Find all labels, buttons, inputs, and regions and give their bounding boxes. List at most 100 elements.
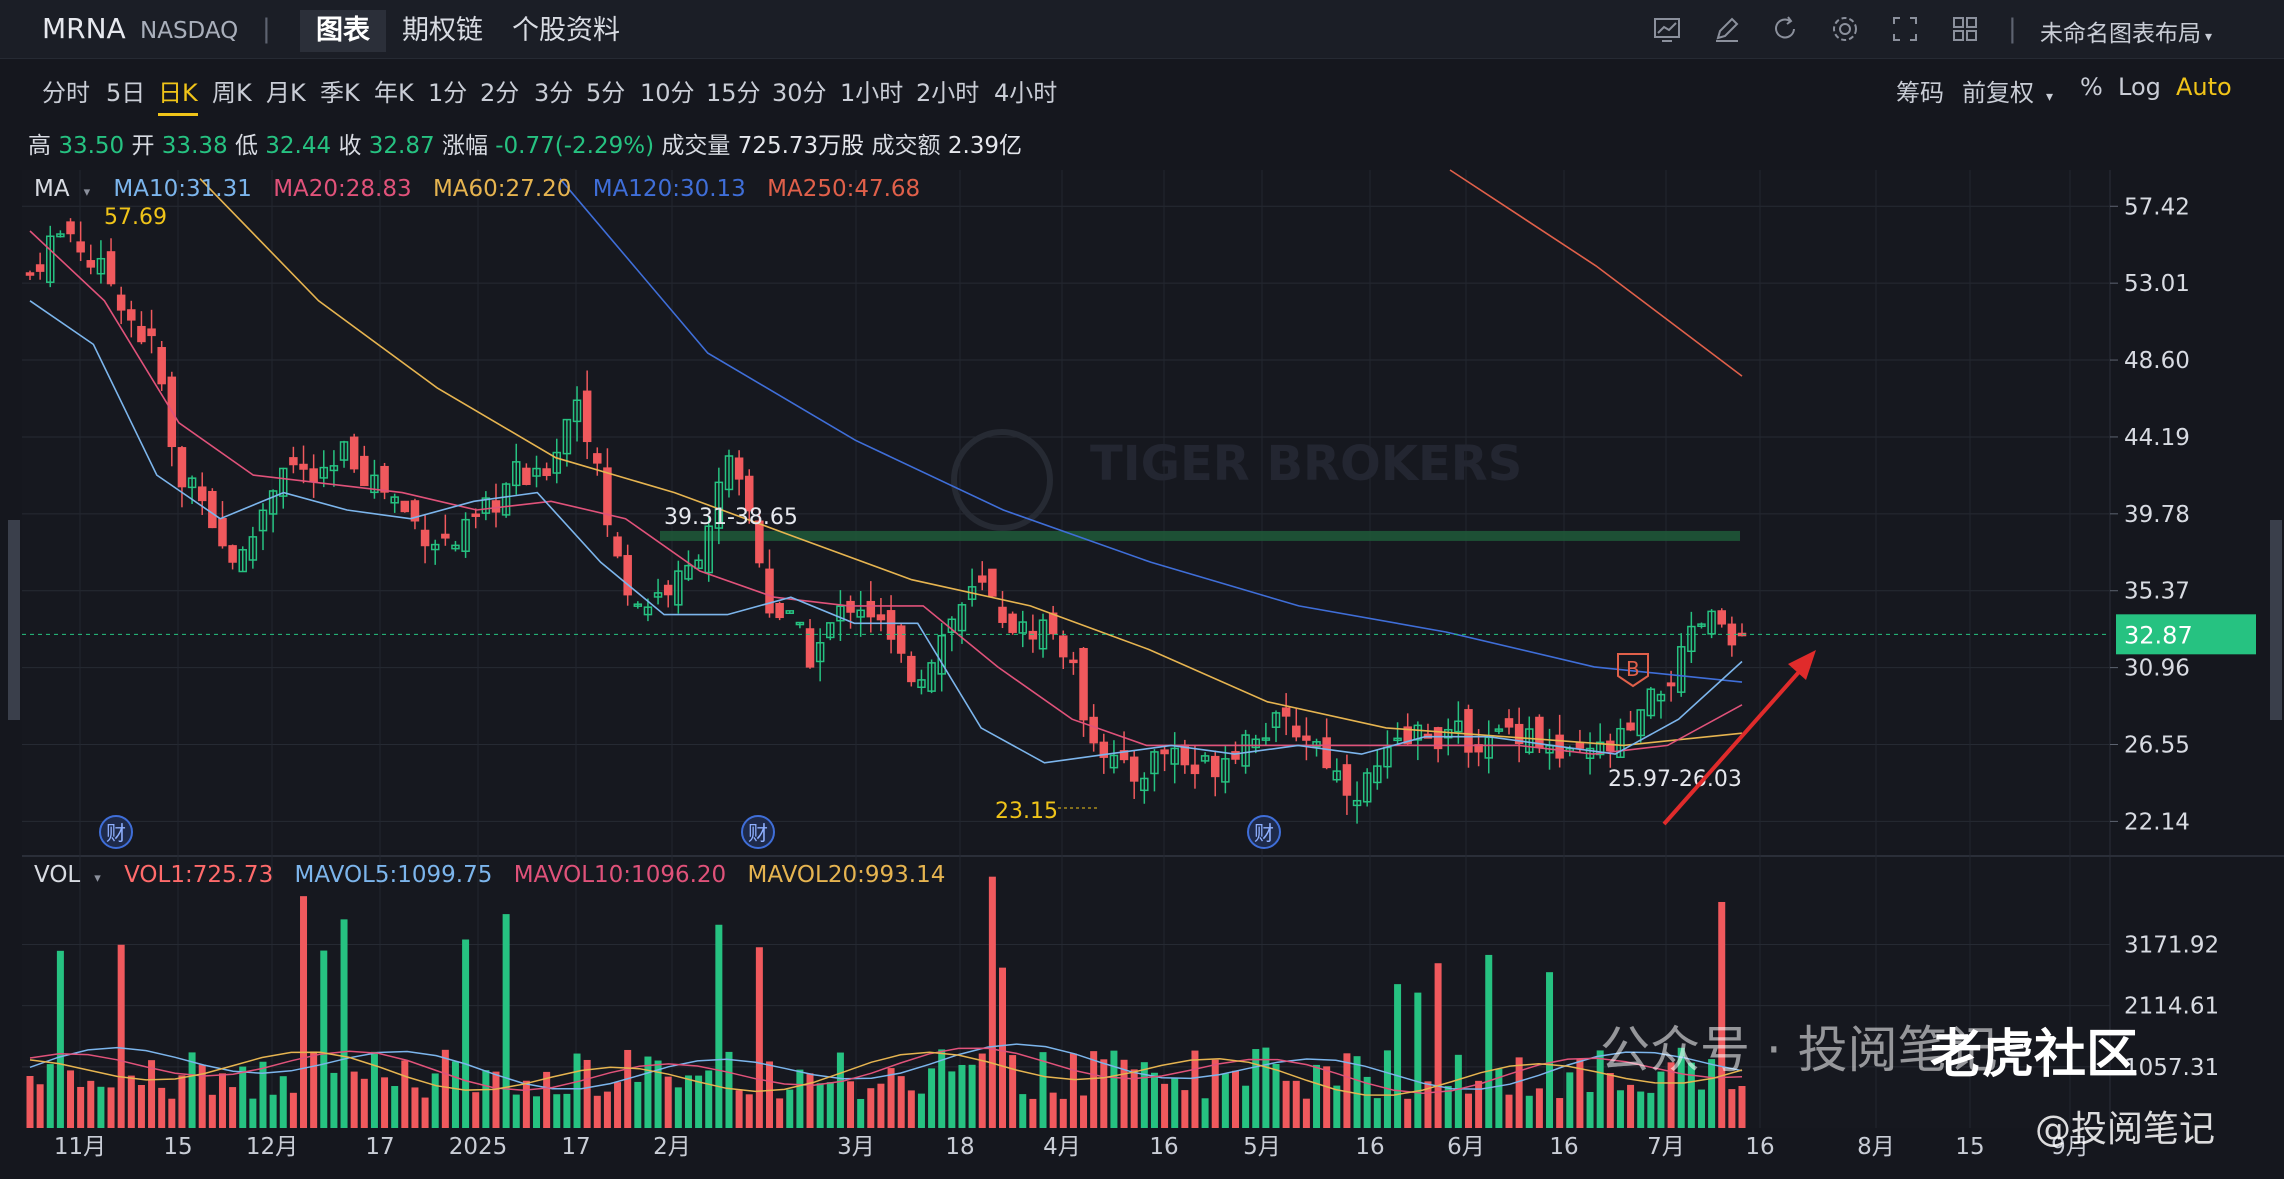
candle-body xyxy=(1160,749,1169,755)
candle-body xyxy=(451,544,460,550)
candle-body xyxy=(339,441,349,461)
tf-item[interactable]: 季K xyxy=(320,79,360,107)
candle-body xyxy=(1059,635,1068,658)
candle-body xyxy=(1676,646,1686,693)
candle-body xyxy=(370,474,379,494)
volume-bar xyxy=(1464,1093,1472,1128)
volume-bar xyxy=(1414,992,1422,1128)
percent-toggle[interactable]: % xyxy=(2080,73,2103,101)
price-tick-label: 48.60 xyxy=(2124,348,2190,374)
tab-chart[interactable]: 图表 xyxy=(300,10,386,52)
tf-item[interactable]: 3分 xyxy=(534,79,574,107)
pen-icon[interactable] xyxy=(1710,12,1744,46)
volume-bar xyxy=(1262,1047,1270,1128)
candle-body xyxy=(268,490,278,515)
candle-body xyxy=(532,467,541,477)
tf-item[interactable]: 30分 xyxy=(772,79,827,107)
tf-item[interactable]: 5日 xyxy=(106,79,146,107)
tf-item[interactable]: 1分 xyxy=(428,79,468,107)
candle-body xyxy=(25,272,35,276)
volume-bar xyxy=(938,1049,946,1128)
fullscreen-icon[interactable] xyxy=(1888,12,1922,46)
layout-dropdown[interactable]: 未命名图表布局 ▾ xyxy=(2040,14,2212,48)
candle-body xyxy=(1656,693,1666,702)
volume-bar xyxy=(1434,963,1442,1128)
buy-marker-label: B xyxy=(1626,657,1640,681)
chevron-down-icon[interactable]: ▾ xyxy=(94,871,101,886)
volume-bar xyxy=(1313,1064,1321,1128)
change-label: 涨幅 xyxy=(441,133,488,159)
earnings-icon-label: 财 xyxy=(1254,821,1274,845)
quote-line: 高 33.50 开 33.38 低 32.44 收 32.87 涨幅 -0.77… xyxy=(28,126,1022,160)
trend-arrow xyxy=(1662,662,1808,826)
candle-body xyxy=(106,251,116,285)
candle-body xyxy=(400,500,410,513)
volume-bar xyxy=(107,1087,115,1128)
candle-body xyxy=(1737,632,1747,637)
tf-item[interactable]: 年K xyxy=(374,79,414,107)
tf-item[interactable]: 5分 xyxy=(586,79,626,107)
candle-body xyxy=(1292,725,1301,738)
ma-legend-name[interactable]: MA xyxy=(34,176,70,202)
tf-item[interactable]: 1小时 xyxy=(840,79,904,107)
x-tick-label: 5月 xyxy=(1243,1134,1281,1160)
adjust-dropdown[interactable]: 前复权 ▾ xyxy=(1962,73,2053,108)
candle-body xyxy=(248,536,258,561)
x-tick-label: 3月 xyxy=(837,1134,875,1160)
candle-body xyxy=(1575,742,1585,749)
tf-item[interactable]: 2小时 xyxy=(916,79,980,107)
candle-body xyxy=(836,605,845,622)
close-value: 32.87 xyxy=(368,133,435,159)
volume-bar xyxy=(836,1052,844,1128)
candle-body xyxy=(1089,716,1098,744)
log-toggle[interactable]: Log xyxy=(2118,73,2161,101)
volume-bar xyxy=(1738,1086,1746,1128)
volume-bar xyxy=(603,1091,611,1128)
candle-body xyxy=(582,390,592,443)
tf-item[interactable]: 10分 xyxy=(640,79,695,107)
volume-bar xyxy=(1242,1085,1250,1128)
volume-bar xyxy=(512,1094,520,1128)
arrow-head-icon xyxy=(1788,650,1816,680)
grid-icon[interactable] xyxy=(1948,12,1982,46)
tf-item[interactable]: 4小时 xyxy=(994,79,1058,107)
tf-item[interactable]: 周K xyxy=(212,79,252,107)
candle-body xyxy=(1606,740,1615,752)
auto-toggle[interactable]: Auto xyxy=(2176,73,2232,101)
volume-bar xyxy=(188,1052,196,1128)
exchange-label: NASDAQ xyxy=(140,18,239,44)
tf-item[interactable]: 分时 xyxy=(42,79,90,107)
candle-body xyxy=(1626,722,1635,731)
candle-body xyxy=(1048,612,1058,635)
volume-bar xyxy=(289,1092,297,1128)
volume-bar xyxy=(1647,1092,1655,1128)
candle-body xyxy=(1525,728,1534,754)
tab-option-chain[interactable]: 期权链 xyxy=(402,15,483,46)
candle-body xyxy=(187,477,197,489)
candle-body xyxy=(1302,735,1311,741)
vol-legend-name[interactable]: VOL xyxy=(34,862,81,888)
ticker-symbol[interactable]: MRNA xyxy=(42,12,126,45)
candle-body xyxy=(1484,736,1493,759)
candle-body xyxy=(420,529,430,547)
volume-bar xyxy=(401,1060,409,1128)
earnings-icon-label: 财 xyxy=(106,821,126,845)
refresh-icon[interactable] xyxy=(1768,12,1802,46)
tf-item[interactable]: 15分 xyxy=(706,79,761,107)
chips-button[interactable]: 筹码 xyxy=(1896,79,1944,107)
tf-item[interactable]: 2分 xyxy=(480,79,520,107)
volume-bar xyxy=(1363,1076,1371,1128)
chart-icon[interactable] xyxy=(1650,12,1684,46)
ma60-legend: MA60:27.20 xyxy=(432,176,572,202)
mavol10-line xyxy=(29,1047,1743,1095)
tab-stock-profile[interactable]: 个股资料 xyxy=(512,15,620,46)
tf-item-active[interactable]: 日K xyxy=(158,73,198,116)
chevron-down-icon[interactable]: ▾ xyxy=(83,185,91,200)
x-tick-label: 12月 xyxy=(246,1134,298,1160)
volume-bar xyxy=(543,1071,551,1128)
tf-item[interactable]: 月K xyxy=(266,79,306,107)
gear-icon[interactable] xyxy=(1828,12,1862,46)
volume-bar xyxy=(1029,1098,1037,1128)
volume-bar xyxy=(482,1070,490,1128)
candle-body xyxy=(471,513,480,517)
